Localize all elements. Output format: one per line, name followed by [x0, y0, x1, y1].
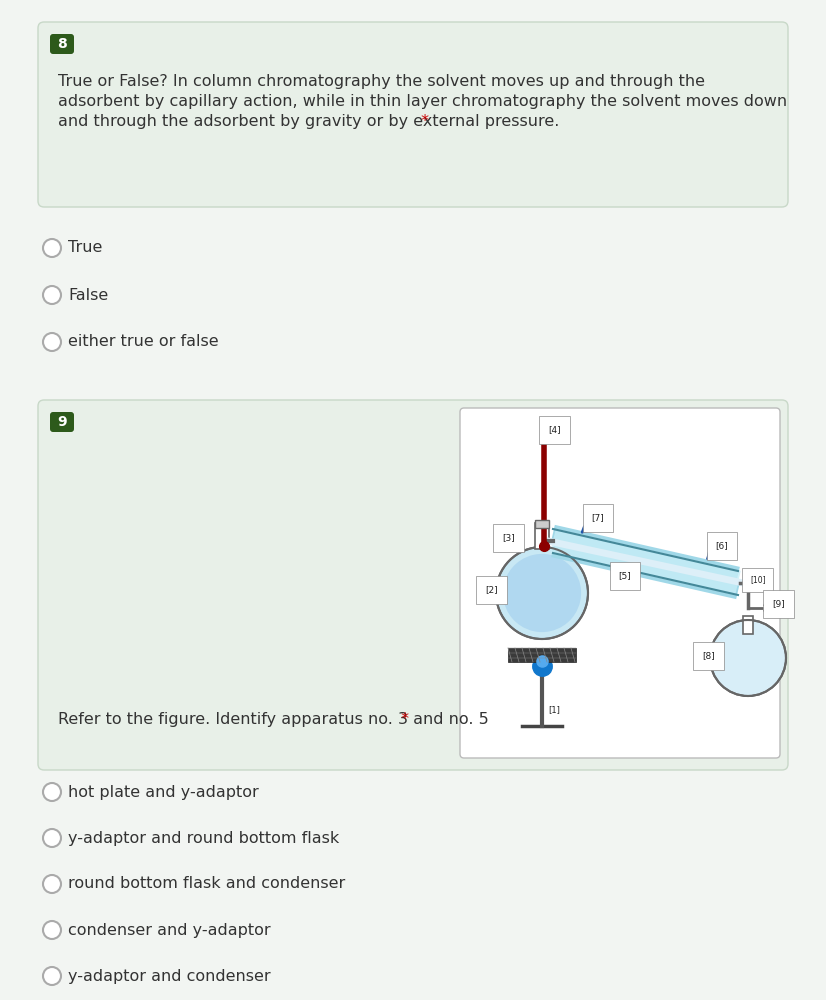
- Circle shape: [503, 554, 582, 632]
- Circle shape: [43, 783, 61, 801]
- Text: True: True: [68, 240, 102, 255]
- Text: [3]: [3]: [502, 534, 515, 542]
- Circle shape: [710, 620, 786, 696]
- Text: either true or false: either true or false: [68, 334, 219, 350]
- Bar: [743, 616, 753, 634]
- Text: True or False? In column chromatography the solvent moves up and through the: True or False? In column chromatography …: [58, 74, 705, 89]
- Text: 8: 8: [57, 37, 67, 51]
- Bar: [535, 523, 549, 549]
- Text: [9]: [9]: [772, 599, 785, 608]
- Circle shape: [43, 875, 61, 893]
- FancyBboxPatch shape: [50, 34, 74, 54]
- FancyBboxPatch shape: [38, 400, 788, 770]
- Circle shape: [43, 239, 61, 257]
- Text: condenser and y-adaptor: condenser and y-adaptor: [68, 922, 271, 938]
- Text: [1]: [1]: [548, 706, 560, 714]
- Text: [8]: [8]: [702, 652, 714, 660]
- Circle shape: [43, 921, 61, 939]
- Text: [2]: [2]: [485, 585, 497, 594]
- Text: [7]: [7]: [591, 514, 605, 522]
- Text: [5]: [5]: [619, 572, 631, 580]
- Text: round bottom flask and condenser: round bottom flask and condenser: [68, 876, 345, 892]
- Circle shape: [43, 286, 61, 304]
- Text: adsorbent by capillary action, while in thin layer chromatography the solvent mo: adsorbent by capillary action, while in …: [58, 94, 787, 109]
- Circle shape: [43, 829, 61, 847]
- Circle shape: [496, 547, 588, 639]
- Text: *: *: [396, 712, 409, 727]
- Text: Refer to the figure. Identify apparatus no. 3 and no. 5: Refer to the figure. Identify apparatus …: [58, 712, 489, 727]
- Text: and through the adsorbent by gravity or by external pressure.: and through the adsorbent by gravity or …: [58, 114, 559, 129]
- Bar: [535, 520, 549, 528]
- Text: y-adaptor and round bottom flask: y-adaptor and round bottom flask: [68, 830, 339, 846]
- Text: [4]: [4]: [548, 426, 561, 434]
- Text: hot plate and y-adaptor: hot plate and y-adaptor: [68, 784, 259, 800]
- Text: False: False: [68, 288, 108, 302]
- Bar: [508, 648, 576, 662]
- Circle shape: [43, 967, 61, 985]
- Text: [10]: [10]: [750, 576, 766, 584]
- Text: y-adaptor and condenser: y-adaptor and condenser: [68, 968, 271, 984]
- FancyBboxPatch shape: [50, 412, 74, 432]
- FancyBboxPatch shape: [460, 408, 780, 758]
- Circle shape: [43, 333, 61, 351]
- Text: 9: 9: [57, 415, 67, 429]
- FancyBboxPatch shape: [38, 22, 788, 207]
- Text: [6]: [6]: [715, 542, 729, 550]
- Text: *: *: [416, 114, 429, 129]
